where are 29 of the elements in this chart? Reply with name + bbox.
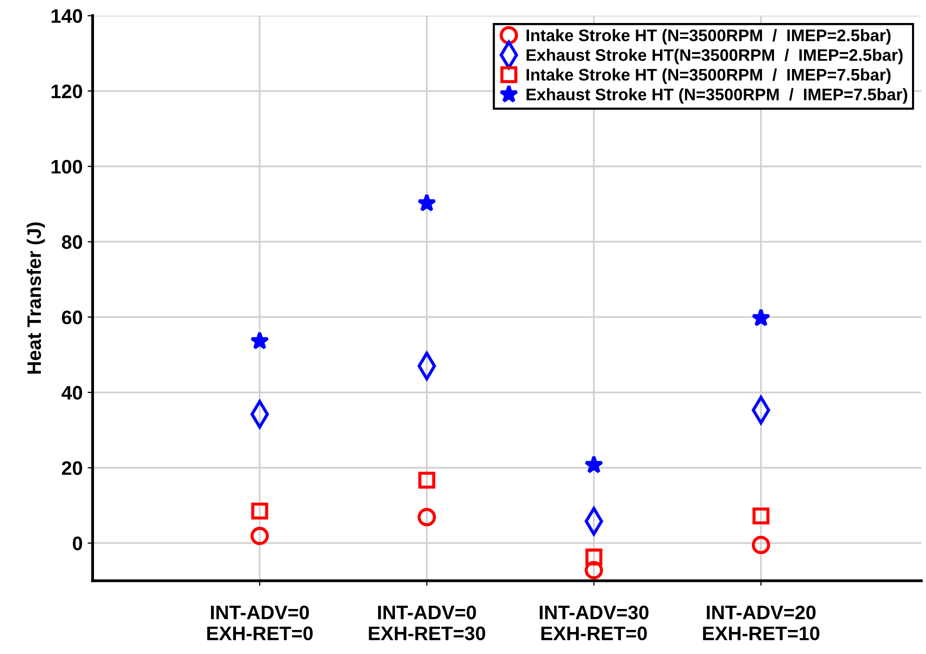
point — [250, 526, 269, 546]
point — [584, 561, 604, 580]
y-axis-title: Heat Transfer (J) — [26, 222, 45, 374]
point — [584, 455, 604, 474]
x-tick-label: INT-ADV=30 EXH-RET=0 — [540, 606, 648, 640]
point — [418, 508, 436, 526]
legend-label: Intake Stroke HT (N=3500RPM / IMEP=7.5bar) — [526, 68, 891, 84]
x-tick-label: INT-ADV=0 EXH-RET=30 — [368, 606, 486, 640]
point — [418, 472, 436, 489]
y-tick-label: 40 — [62, 386, 82, 400]
x-tick-label: INT-ADV=20 EXH-RET=10 — [703, 606, 820, 640]
y-tick-label: 140 — [52, 9, 82, 23]
y-tick-label: 80 — [62, 235, 82, 249]
y-tick-label: 120 — [52, 84, 82, 98]
point — [251, 502, 268, 520]
point — [250, 331, 270, 350]
y-tick-label: 60 — [62, 310, 82, 324]
point — [585, 548, 602, 566]
y-tick-label: 0 — [72, 536, 82, 550]
point — [752, 308, 770, 326]
legend-label: Exhaust Stroke HT(N=3500RPM / IMEP=2.5bar) — [526, 48, 903, 64]
legend-label: Intake Stroke HT (N=3500RPM / IMEP=2.5bar) — [526, 29, 891, 45]
legend-label: Exhaust Stroke HT (N=3500RPM / IMEP=7.5bar) — [526, 88, 908, 104]
point — [752, 507, 770, 524]
y-tick-label: 20 — [62, 461, 82, 475]
y-tick-label: 100 — [52, 160, 82, 174]
point — [417, 193, 436, 212]
point — [752, 536, 770, 554]
x-tick-label: INT-ADV=0 EXH-RET=0 — [207, 606, 313, 640]
